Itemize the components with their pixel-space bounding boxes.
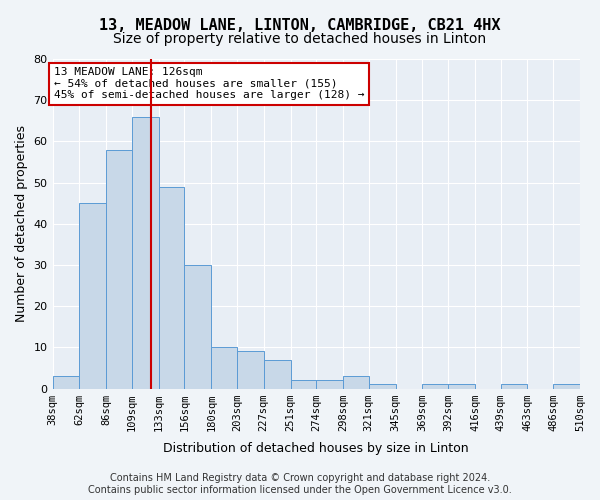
Text: 13, MEADOW LANE, LINTON, CAMBRIDGE, CB21 4HX: 13, MEADOW LANE, LINTON, CAMBRIDGE, CB21… — [99, 18, 501, 32]
Bar — [448, 384, 475, 388]
Text: Contains HM Land Registry data © Crown copyright and database right 2024.
Contai: Contains HM Land Registry data © Crown c… — [88, 474, 512, 495]
Bar — [290, 380, 316, 388]
Bar — [264, 360, 290, 388]
Bar — [500, 384, 527, 388]
Bar — [343, 376, 369, 388]
Bar — [106, 150, 132, 388]
Bar — [316, 380, 343, 388]
Bar — [211, 348, 237, 389]
Bar — [79, 203, 106, 388]
Y-axis label: Number of detached properties: Number of detached properties — [15, 126, 28, 322]
Bar — [132, 116, 159, 388]
Bar — [184, 265, 211, 388]
Text: Size of property relative to detached houses in Linton: Size of property relative to detached ho… — [113, 32, 487, 46]
X-axis label: Distribution of detached houses by size in Linton: Distribution of detached houses by size … — [163, 442, 469, 455]
Bar — [237, 352, 264, 389]
Text: 13 MEADOW LANE: 126sqm
← 54% of detached houses are smaller (155)
45% of semi-de: 13 MEADOW LANE: 126sqm ← 54% of detached… — [53, 67, 364, 100]
Bar — [53, 376, 79, 388]
Bar — [159, 186, 184, 388]
Bar — [422, 384, 448, 388]
Bar — [369, 384, 395, 388]
Bar — [553, 384, 580, 388]
